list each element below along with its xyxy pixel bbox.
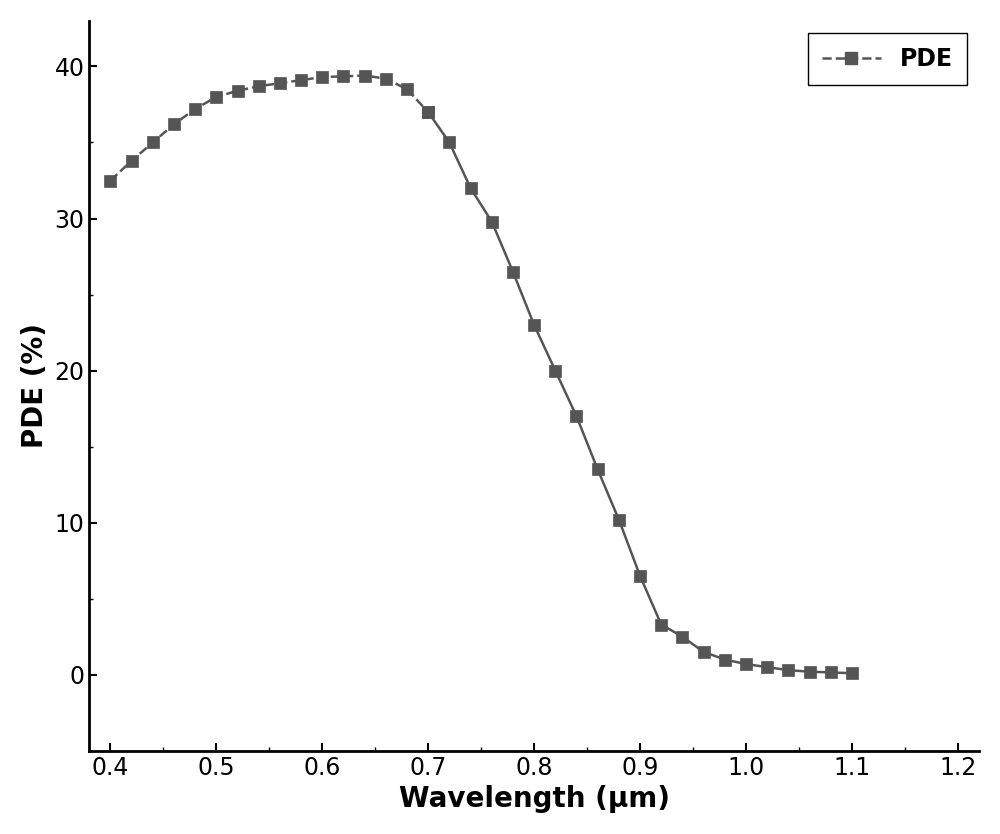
X-axis label: Wavelength (μm): Wavelength (μm) (399, 785, 670, 813)
Legend: PDE: PDE (808, 33, 967, 85)
Y-axis label: PDE (%): PDE (%) (21, 324, 49, 449)
